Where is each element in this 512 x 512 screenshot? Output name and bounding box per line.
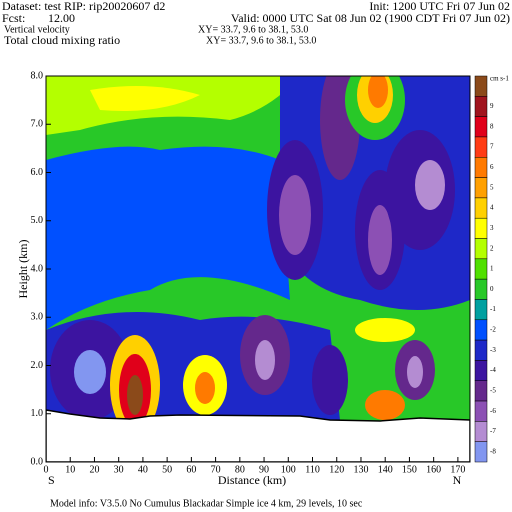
x-tick-label: 160 <box>426 464 441 475</box>
field1-xy: XY= 33.7, 9.6 to 38.1, 53.0 <box>198 24 308 35</box>
colorbar-label: 6 <box>490 163 494 171</box>
field2: Total cloud mixing ratio <box>4 33 120 47</box>
x-tick-label: 30 <box>114 464 124 475</box>
colorbar-box <box>474 278 488 300</box>
colorbar-box <box>474 441 488 463</box>
y-tick-label: 6.0 <box>31 167 44 178</box>
colorbar-box <box>474 258 488 280</box>
colorbar-label: 7 <box>490 143 494 151</box>
y-tick-label: 0.0 <box>31 456 44 467</box>
field2-xy: XY= 33.7, 9.6 to 38.1, 53.0 <box>206 35 316 46</box>
colorbar-label: 1 <box>490 265 494 273</box>
y-tick-label: 5.0 <box>31 215 44 226</box>
y-tick-label: 8.0 <box>31 70 44 81</box>
colorbar-label: 3 <box>490 224 494 232</box>
init: Init: 1200 UTC Fri 07 Jun 02 <box>369 0 510 13</box>
x-tick-label: 20 <box>89 464 99 475</box>
colorbar-box <box>474 339 488 361</box>
x-tick-label: 130 <box>353 464 368 475</box>
contour-field <box>46 76 470 462</box>
x-tick-label: 60 <box>186 464 196 475</box>
x-tick-label: 0 <box>44 464 49 475</box>
x-tick-label: 50 <box>162 464 172 475</box>
colorbar-box <box>474 380 488 402</box>
colorbar-box <box>474 421 488 442</box>
dataset: Dataset: test RIP: rip20020607 d2 <box>2 0 165 13</box>
x-tick-label: 10 <box>65 464 75 475</box>
colorbar-box <box>474 400 488 422</box>
x-tick-label: 170 <box>450 464 465 475</box>
y-axis-label: Height (km) <box>16 240 30 299</box>
x-tick-label: 150 <box>402 464 417 475</box>
colorbar-label: -2 <box>490 326 496 334</box>
colorbar-box <box>474 116 488 138</box>
fcst-label: Fcst: <box>2 11 25 25</box>
colorbar-label: -3 <box>490 346 496 354</box>
field1: Vertical velocity <box>4 24 70 35</box>
fcst-value: 12.00 <box>48 11 75 25</box>
x-tick-label: 40 <box>138 464 148 475</box>
right-end: N <box>453 473 462 487</box>
valid: Valid: 0000 UTC Sat 08 Jun 02 (1900 CDT … <box>231 11 510 25</box>
footer: Model info: V3.5.0 No Cumulus Blackadar … <box>50 498 363 509</box>
x-tick-label: 140 <box>378 464 393 475</box>
y-tick-label: 2.0 <box>31 360 44 371</box>
x-tick-label: 80 <box>235 464 245 475</box>
y-tick-label: 3.0 <box>31 312 44 323</box>
y-tick-label: 4.0 <box>31 263 44 274</box>
colorbar-label: 8 <box>490 122 494 130</box>
colorbar-box <box>474 217 488 239</box>
colorbar-box <box>474 157 488 178</box>
colorbar-unit: cm s-1 <box>490 75 509 83</box>
colorbar-box <box>474 136 488 158</box>
y-tick-label: 7.0 <box>31 119 44 130</box>
colorbar-box <box>474 360 488 381</box>
colorbar-label: 5 <box>490 183 494 191</box>
colorbar-label: 9 <box>490 102 494 110</box>
colorbar-box <box>474 96 488 117</box>
colorbar-box <box>474 197 488 219</box>
y-tick-label: 1.0 <box>31 408 44 419</box>
left-end: S <box>48 473 55 487</box>
x-tick-label: 110 <box>305 464 320 475</box>
colorbar-label: -5 <box>490 387 496 395</box>
colorbar-box <box>474 238 488 260</box>
colorbar-label: -4 <box>490 366 496 374</box>
x-tick-label: 100 <box>281 464 296 475</box>
colorbar-label: -6 <box>490 407 496 415</box>
colorbar-label: 0 <box>490 285 494 293</box>
colorbar-box <box>474 299 488 321</box>
colorbar-label: -1 <box>490 305 496 313</box>
colorbar-box <box>474 319 488 341</box>
x-axis-label: Distance (km) <box>218 473 286 487</box>
x-tick-label: 120 <box>329 464 344 475</box>
colorbar-label: 4 <box>490 204 494 212</box>
colorbar-label: -8 <box>490 447 496 455</box>
x-tick-label: 70 <box>211 464 221 475</box>
x-tick-label: 90 <box>259 464 269 475</box>
colorbar-label: -7 <box>490 427 496 435</box>
colorbar-over <box>474 75 488 97</box>
colorbar-box <box>474 177 488 199</box>
colorbar-label: 2 <box>490 244 494 252</box>
